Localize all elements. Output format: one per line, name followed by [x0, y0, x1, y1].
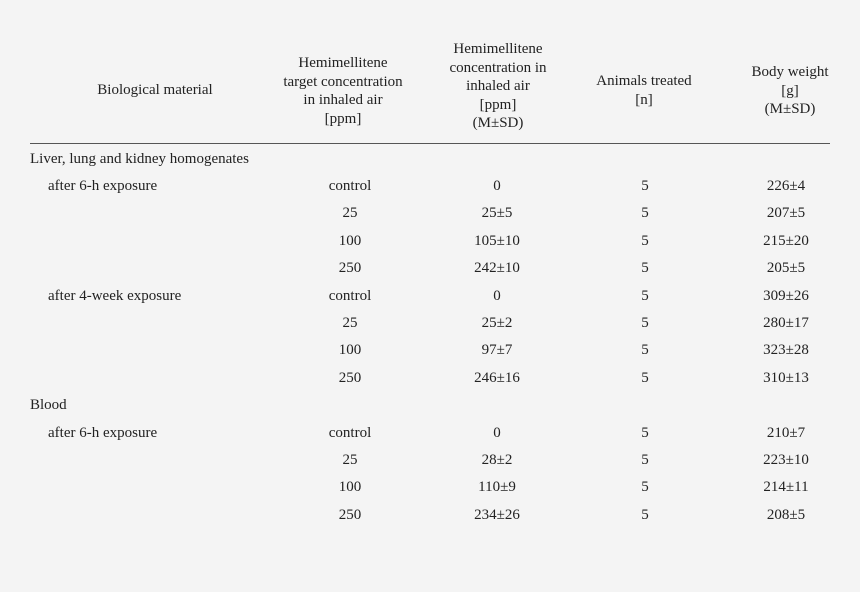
measured-concentration-cell: 246±16 [474, 370, 520, 386]
measured-concentration-cell: 97±7 [481, 342, 513, 358]
animals-cell: 5 [641, 425, 649, 441]
header-line: [g] [781, 82, 799, 99]
header-line: concentration in [449, 59, 547, 76]
header-line: (M±SD) [472, 115, 524, 131]
header-rule [30, 143, 830, 144]
header-line: Animals treated [596, 73, 692, 89]
animals-cell: 5 [641, 178, 649, 194]
animals-cell: 5 [641, 288, 649, 304]
section-title: Blood [30, 397, 67, 413]
header-line: inhaled air [466, 78, 530, 94]
group-label: after 6-h exposure [48, 425, 158, 441]
animals-cell: 5 [641, 452, 649, 468]
target-concentration-cell: 100 [338, 479, 362, 495]
animals-cell: 5 [641, 233, 649, 249]
body-weight-cell: 310±13 [763, 370, 809, 386]
animals-cell: 5 [641, 507, 649, 523]
header-line: [ppm] [324, 110, 362, 127]
header-animals-treated: Animals treated [n] [574, 72, 714, 109]
body-weight-cell: 205±5 [766, 260, 806, 276]
target-concentration-cell: 250 [338, 507, 362, 523]
measured-concentration-cell: 25±2 [481, 315, 513, 331]
target-concentration-cell: 25 [342, 205, 358, 221]
group-label: after 4-week exposure [48, 288, 182, 304]
body-weight-cell: 280±17 [763, 315, 809, 331]
animals-cell: 5 [641, 370, 649, 386]
body-weight-cell: 323±28 [763, 342, 809, 358]
measured-concentration-cell: 25±5 [481, 205, 513, 221]
body-weight-cell: 226±4 [766, 178, 806, 194]
target-concentration-cell: control [328, 288, 372, 304]
body-weight-cell: 223±10 [763, 452, 809, 468]
header-target-concentration: Hemimellitene target concentration in in… [258, 54, 428, 128]
body-weight-cell: 208±5 [766, 507, 806, 523]
target-concentration-cell: control [328, 178, 372, 194]
header-line: Body weight [751, 64, 829, 80]
animals-cell: 5 [641, 205, 649, 221]
animals-cell: 5 [641, 315, 649, 331]
header-biological-material: Biological material [60, 81, 250, 100]
body-weight-cell: 309±26 [763, 288, 809, 304]
measured-concentration-cell: 110±9 [478, 479, 516, 495]
measured-concentration-cell: 105±10 [474, 233, 520, 249]
header-line: Hemimellitene [298, 55, 388, 71]
target-concentration-cell: 250 [338, 370, 362, 386]
body-weight-cell: 207±5 [766, 205, 806, 221]
section-title: Liver, lung and kidney homogenates [30, 151, 249, 167]
target-concentration-cell: 100 [338, 233, 362, 249]
body-weight-cell: 215±20 [763, 233, 809, 249]
header-line: [n] [635, 91, 653, 108]
animals-cell: 5 [641, 342, 649, 358]
header-line: in inhaled air [303, 92, 383, 108]
header-line: (M±SD) [764, 101, 816, 117]
target-concentration-cell: 25 [342, 452, 358, 468]
measured-concentration-cell: 234±26 [474, 507, 520, 523]
animals-cell: 5 [641, 479, 649, 495]
measured-concentration-cell: 28±2 [481, 452, 513, 468]
measured-concentration-cell: 0 [493, 178, 501, 194]
target-concentration-cell: 25 [342, 315, 358, 331]
target-concentration-cell: 100 [338, 342, 362, 358]
header-line: [ppm] [479, 96, 517, 113]
header-body-weight: Body weight [g] (M±SD) [725, 63, 855, 119]
body-weight-cell: 210±7 [766, 425, 806, 441]
header-line: Biological material [97, 82, 213, 98]
measured-concentration-cell: 242±10 [474, 260, 520, 276]
measured-concentration-cell: 0 [493, 288, 501, 304]
target-concentration-cell: control [328, 425, 372, 441]
group-label: after 6-h exposure [48, 178, 158, 194]
target-concentration-cell: 250 [338, 260, 362, 276]
header-measured-concentration: Hemimellitene concentration in inhaled a… [418, 40, 578, 133]
body-weight-cell: 214±11 [763, 479, 809, 495]
header-line: Hemimellitene [453, 41, 543, 57]
header-line: target concentration [283, 73, 403, 90]
animals-cell: 5 [641, 260, 649, 276]
measured-concentration-cell: 0 [493, 425, 501, 441]
